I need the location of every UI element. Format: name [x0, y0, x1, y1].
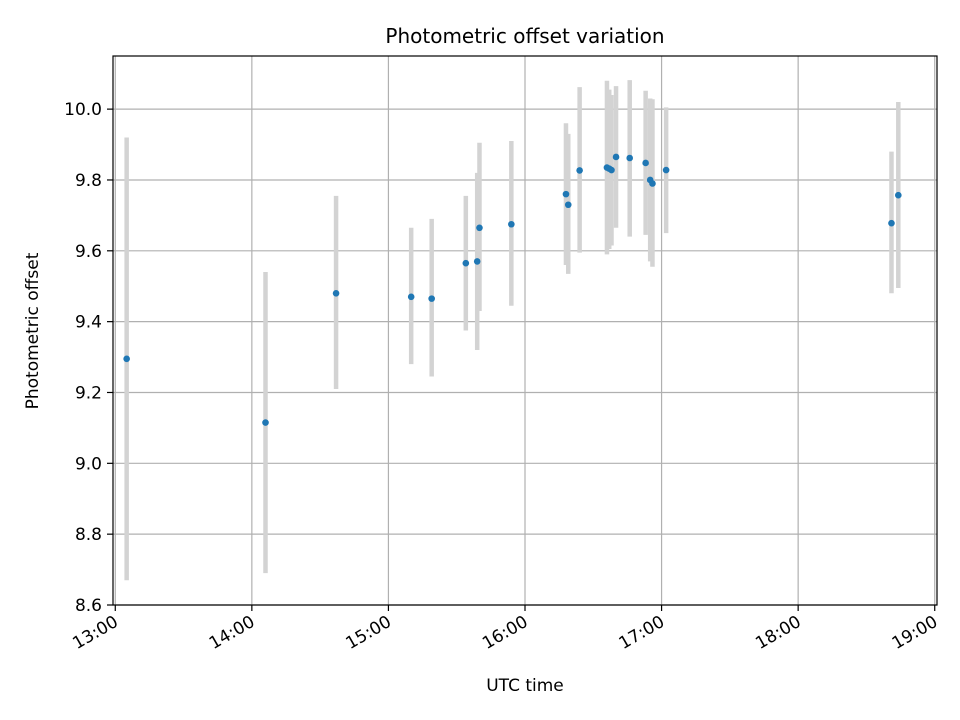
data-point [262, 419, 269, 426]
data-point [649, 180, 656, 187]
data-point [564, 201, 572, 209]
data-point [576, 167, 583, 174]
data-point [662, 166, 670, 174]
data-point [332, 290, 340, 297]
y-tick-label: 9.8 [75, 171, 102, 191]
grid [113, 56, 937, 606]
data-points [123, 153, 902, 426]
y-axis: 8.6 8.8 9.0 9.2 9.4 9.6 9.8 10.0 [64, 100, 113, 616]
data-point [626, 154, 634, 162]
data-point [476, 224, 483, 232]
chart-title: Photometric offset variation [385, 24, 664, 48]
data-point [462, 259, 470, 267]
data-point [895, 191, 902, 199]
data-point [123, 355, 130, 363]
data-point [407, 293, 415, 301]
data-point [608, 166, 615, 174]
data-point [562, 190, 570, 198]
data-point [888, 219, 895, 227]
data-point [508, 220, 515, 228]
y-tick-label: 8.6 [75, 596, 102, 616]
data-point [473, 258, 481, 265]
x-axis-label: UTC time [486, 676, 564, 696]
data-point [612, 153, 620, 161]
y-tick-label: 9.0 [75, 454, 102, 474]
data-point [642, 159, 649, 167]
y-tick-label: 9.6 [75, 242, 102, 262]
y-axis-label: Photometric offset [23, 252, 43, 409]
y-tick-label: 8.8 [75, 525, 102, 545]
y-tick-label: 10.0 [64, 100, 102, 120]
y-tick-label: 9.2 [75, 383, 102, 403]
y-tick-label: 9.4 [75, 313, 102, 333]
data-point [428, 295, 435, 302]
